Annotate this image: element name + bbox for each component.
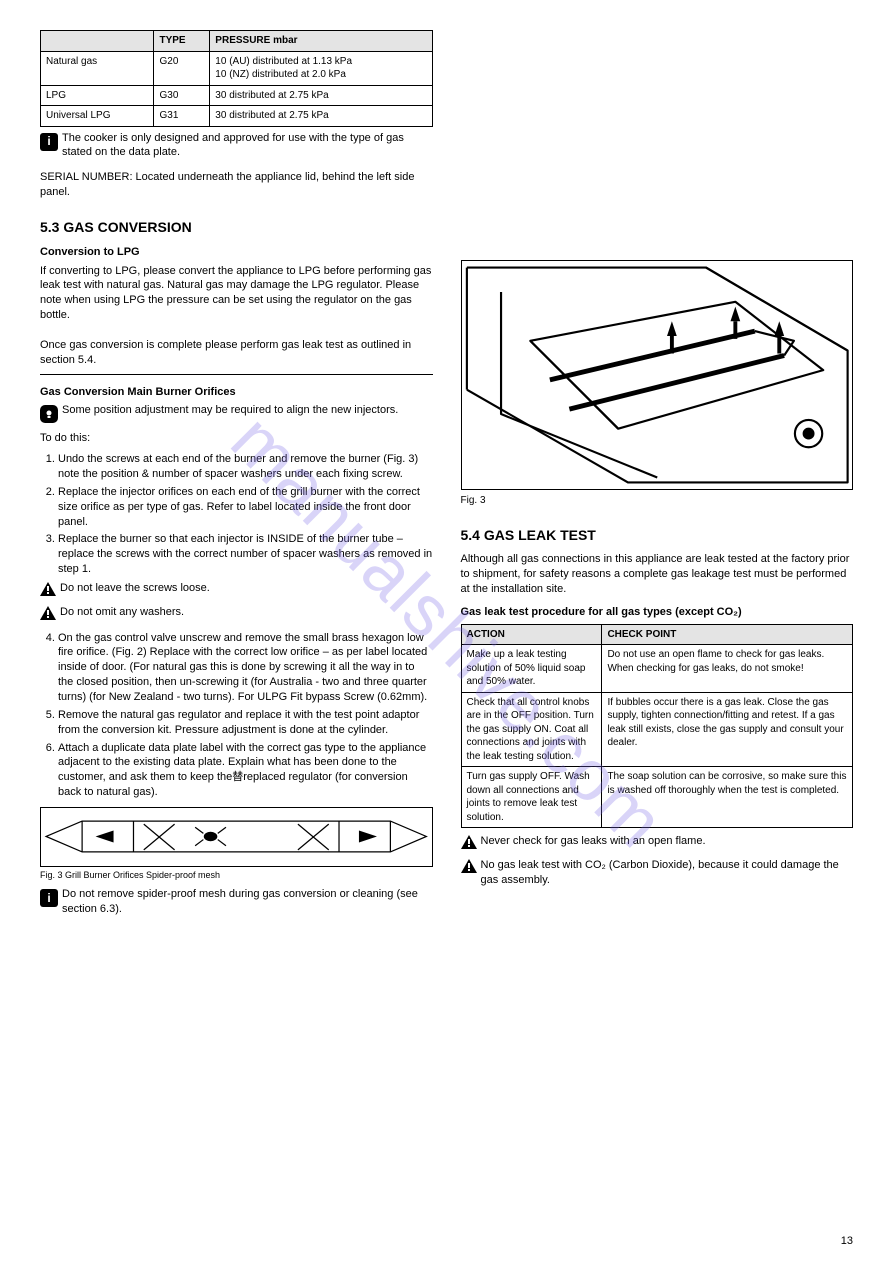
cell: Make up a leak testing solution of 50% l… [461,645,602,693]
warning-text: No gas leak test with CO₂ (Carbon Dioxid… [481,858,854,888]
step: Attach a duplicate data plate label with… [58,741,433,800]
cell: 30 distributed at 2.75 kPa [210,85,432,106]
step: Replace the burner so that each injector… [58,532,433,577]
cell: Turn gas supply OFF. Wash down all conne… [461,767,602,828]
section-title-gas-conversion: 5.3 GAS CONVERSION [40,218,433,237]
warning-row: No gas leak test with CO₂ (Carbon Dioxid… [461,858,854,888]
table-row: Check that all control knobs are in the … [461,692,853,767]
warning-text: Do not omit any washers. [60,605,433,620]
cell: Universal LPG [41,106,154,127]
figure-caption: Fig. 3 [461,494,854,508]
table-row: LPG G30 30 distributed at 2.75 kPa [41,85,433,106]
two-column-layout: TYPE PRESSURE mbar Natural gas G20 10 (A… [40,30,853,917]
warning-row: Never check for gas leaks with an open f… [461,834,854,854]
leak-test-table: ACTION CHECK POINT Make up a leak testin… [461,624,854,829]
left-column: TYPE PRESSURE mbar Natural gas G20 10 (A… [40,30,433,917]
table-row: Make up a leak testing solution of 50% l… [461,645,853,693]
warning-row: Do not omit any washers. [40,605,433,625]
steps-intro: To do this: [40,431,433,446]
divider [40,374,433,375]
info-note: i The cooker is only designed and approv… [40,131,433,161]
step: Replace the injector orifices on each en… [58,485,433,530]
info-text: The cooker is only designed and approved… [62,131,433,161]
step: On the gas control valve unscrew and rem… [58,631,433,705]
figure-burner [40,807,433,867]
info-icon: i [40,889,58,907]
figure-mechanism [461,260,854,490]
conversion-steps-cont: On the gas control valve unscrew and rem… [40,631,433,800]
cell: The soap solution can be corrosive, so m… [602,767,853,828]
serial-text: SERIAL NUMBER: Located underneath the ap… [40,170,433,200]
cell: G30 [154,85,210,106]
right-column: Fig. 3 5.4 GAS LEAK TEST Although all ga… [461,30,854,917]
warning-icon [40,582,56,601]
cell: Do not use an open flame to check for ga… [602,645,853,693]
conversion-steps: Undo the screws at each end of the burne… [40,452,433,577]
th-check: CHECK POINT [602,624,853,645]
cell: 30 distributed at 2.75 kPa [210,106,432,127]
cell: If bubbles occur there is a gas leak. Cl… [602,692,853,767]
warning-text: Do not leave the screws loose. [60,581,433,596]
sub-leak-procedure: Gas leak test procedure for all gas type… [461,605,854,620]
sub-to-lpg: Conversion to LPG [40,245,433,260]
sub-orifices: Gas Conversion Main Burner Orifices [40,385,433,400]
warning-row: Do not leave the screws loose. [40,581,433,601]
table-row: Universal LPG G31 30 distributed at 2.75… [41,106,433,127]
info-icon: i [40,133,58,151]
cell: Check that all control knobs are in the … [461,692,602,767]
info-text: Do not remove spider-proof mesh during g… [62,887,433,917]
tip-note: Some position adjustment may be required… [40,403,433,423]
tip-icon [40,405,58,423]
cell: G20 [154,51,210,85]
cell: LPG [41,85,154,106]
step: Undo the screws at each end of the burne… [58,452,433,482]
th-type: TYPE [154,31,210,52]
tip-text: Some position adjustment may be required… [62,403,433,418]
figure-caption: Fig. 3 Grill Burner Orifices Spider-proo… [40,869,433,881]
gas-type-table: TYPE PRESSURE mbar Natural gas G20 10 (A… [40,30,433,127]
to-lpg-text: If converting to LPG, please convert the… [40,264,433,368]
warning-icon [40,606,56,625]
th-pressure: PRESSURE mbar [210,31,432,52]
th-action: ACTION [461,624,602,645]
warning-text: Never check for gas leaks with an open f… [481,834,854,849]
warning-icon [461,835,477,854]
table-row: Natural gas G20 10 (AU) distributed at 1… [41,51,433,85]
th-blank [41,31,154,52]
section-title-leak-test: 5.4 GAS LEAK TEST [461,526,854,545]
cell: 10 (AU) distributed at 1.13 kPa 10 (NZ) … [210,51,432,85]
info-note-spider: i Do not remove spider-proof mesh during… [40,887,433,917]
leak-intro: Although all gas connections in this app… [461,552,854,597]
page-number: 13 [841,1234,853,1249]
cell: Natural gas [41,51,154,85]
step: Remove the natural gas regulator and rep… [58,708,433,738]
table-row: Turn gas supply OFF. Wash down all conne… [461,767,853,828]
cell: G31 [154,106,210,127]
warning-icon [461,859,477,878]
